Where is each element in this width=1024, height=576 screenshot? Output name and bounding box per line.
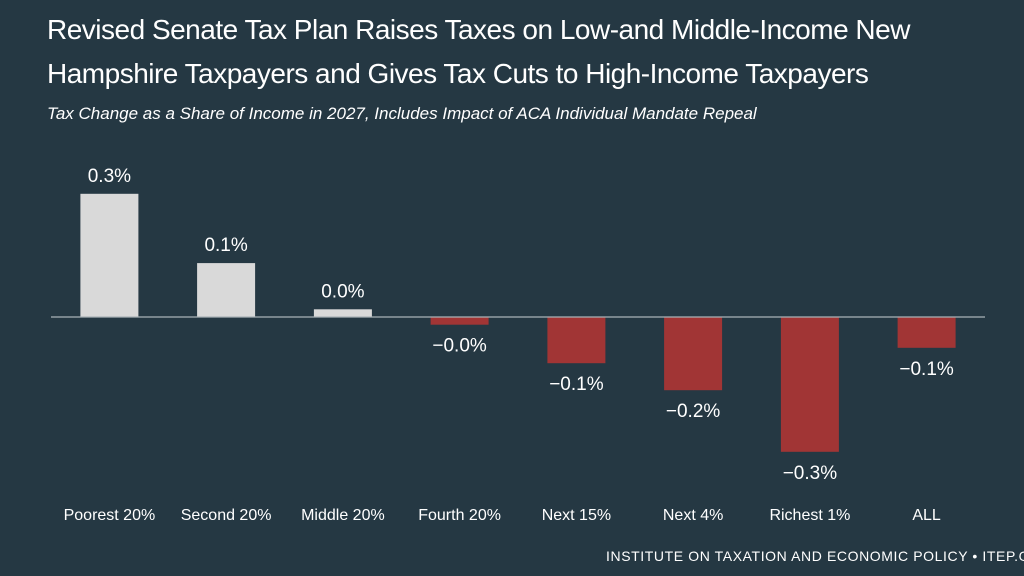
- x-tick-label: Second 20%: [181, 507, 272, 524]
- data-label: 0.1%: [204, 235, 247, 256]
- x-tick-label: Poorest 20%: [64, 507, 156, 524]
- data-label: 0.3%: [88, 166, 131, 187]
- x-tick-label: ALL: [912, 507, 941, 524]
- data-label: 0.0%: [321, 281, 364, 302]
- bar: [780, 317, 839, 452]
- chart-title-line-1: Revised Senate Tax Plan Raises Taxes on …: [47, 14, 910, 45]
- bar: [664, 317, 723, 391]
- x-tick-label: Middle 20%: [301, 507, 385, 524]
- data-label: −0.3%: [783, 463, 838, 484]
- x-tick-label: Next 4%: [663, 507, 723, 524]
- chart-title: Revised Senate Tax Plan Raises Taxes on …: [47, 8, 947, 96]
- chart-subtitle: Tax Change as a Share of Income in 2027,…: [47, 104, 757, 123]
- bar: [430, 317, 489, 325]
- bar: [547, 317, 606, 364]
- data-label: −0.0%: [432, 336, 487, 357]
- bar: [313, 309, 372, 317]
- data-label: −0.1%: [549, 374, 604, 395]
- bar: [197, 263, 256, 317]
- chart-title-line-2: Hampshire Taxpayers and Gives Tax Cuts t…: [47, 58, 869, 89]
- x-tick-label: Next 15%: [542, 507, 611, 524]
- bar: [897, 317, 956, 348]
- x-tick-label: Richest 1%: [769, 507, 850, 524]
- footer-credit: INSTITUTE ON TAXATION AND ECONOMIC POLIC…: [606, 548, 1024, 564]
- bar: [80, 193, 139, 317]
- x-tick-label: Fourth 20%: [418, 507, 501, 524]
- data-label: −0.1%: [899, 359, 954, 380]
- data-label: −0.2%: [666, 401, 721, 422]
